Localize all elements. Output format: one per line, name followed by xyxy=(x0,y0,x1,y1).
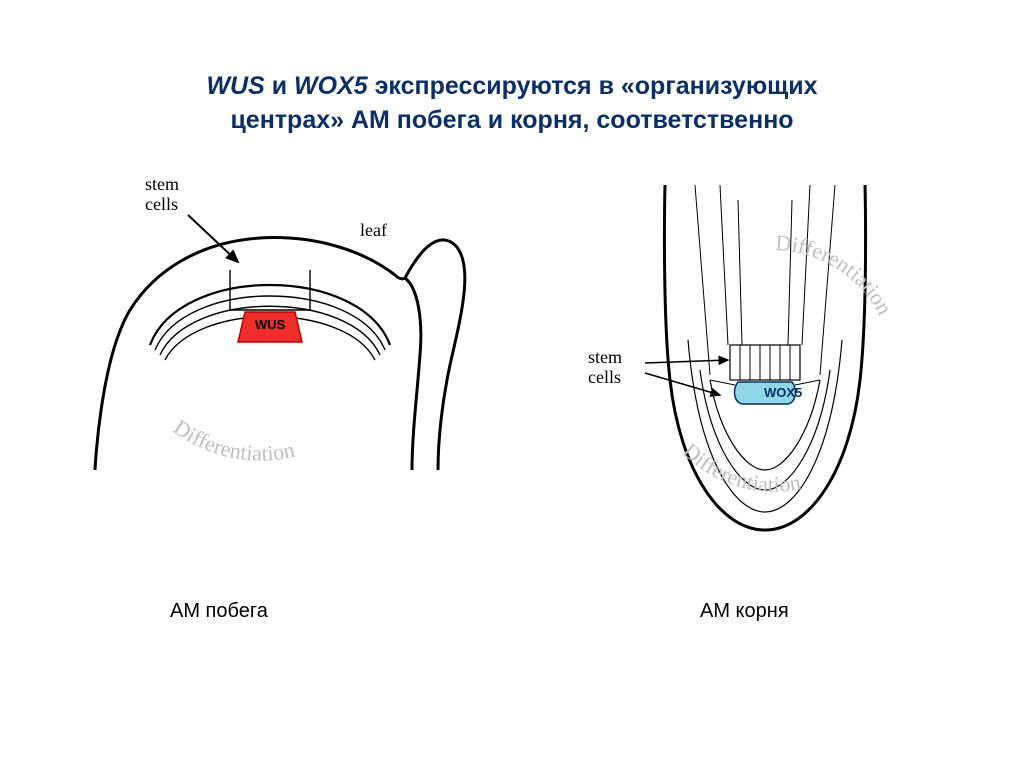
cell-file-4 xyxy=(788,200,792,345)
cell-file-5 xyxy=(802,185,810,345)
stem-cell-zone-outline xyxy=(230,270,310,310)
title-suffix: экспрессируются в «организующих xyxy=(375,72,818,100)
wus-label: WUS xyxy=(240,310,300,340)
differentiation-label-root-upper: Differentiation xyxy=(774,230,897,319)
gene-wox5: WOX5 xyxy=(294,72,368,100)
stem-cells-arrow-root-2 xyxy=(645,373,720,395)
root-panel: Differentiation Differentiation stem cel… xyxy=(560,170,960,570)
wox5-label: WOX5 xyxy=(764,385,802,400)
leaf-inner-outline xyxy=(405,278,421,470)
stem-cells-arrow-root-1 xyxy=(645,360,728,363)
cell-file-6 xyxy=(820,185,835,375)
stem-cells-label-shoot: stem cells xyxy=(145,175,179,215)
title-line2: центрах» АМ побега и корня, соответствен… xyxy=(230,106,793,134)
gene-wus: WUS xyxy=(206,72,264,100)
caption-shoot: АМ побега xyxy=(170,600,268,623)
stem-cells-label-root: stem cells xyxy=(588,348,622,388)
cell-file-2 xyxy=(720,185,728,345)
cell-file-3 xyxy=(738,200,742,345)
differentiation-label-shoot: Differentiation xyxy=(169,414,297,465)
title-and: и xyxy=(272,72,294,100)
slide-title: WUS и WOX5 экспрессируются в «организующ… xyxy=(0,70,1024,138)
cell-file-1 xyxy=(695,185,710,375)
shoot-outline xyxy=(95,238,465,470)
shoot-panel: Differentiation stem cells leaf WUS xyxy=(60,170,490,500)
caption-root: АМ корня xyxy=(700,600,789,623)
differentiation-label-root-lower: Differentiation xyxy=(678,438,802,497)
leaf-label: leaf xyxy=(360,220,387,241)
